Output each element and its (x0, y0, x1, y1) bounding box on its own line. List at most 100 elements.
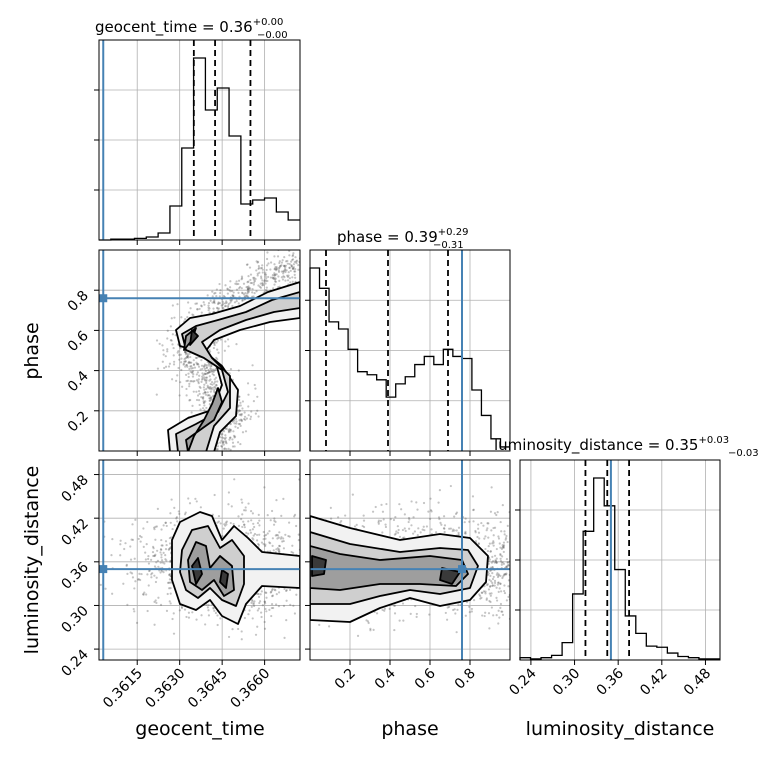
sample-point (200, 614, 203, 617)
sample-point (304, 264, 306, 266)
sample-point (146, 520, 149, 524)
sample-point (153, 554, 156, 558)
sample-point (254, 277, 257, 281)
sample-point (392, 518, 396, 522)
sample-point (388, 607, 391, 611)
y-tick-label: 0.30 (58, 603, 91, 636)
title-phase: phase = 0.39+0.29 −0.31 (337, 227, 468, 251)
sample-point (213, 369, 216, 372)
sample-point (502, 546, 505, 549)
sample-point (337, 252, 339, 254)
sample-point (286, 279, 290, 282)
sample-point (228, 428, 231, 431)
sample-point (380, 503, 383, 506)
sample-point (148, 569, 151, 573)
sample-point (490, 606, 493, 609)
sample-point (288, 266, 291, 270)
sample-point (407, 520, 410, 524)
title-sup: +0.03 (698, 435, 729, 446)
sample-point (493, 561, 496, 564)
sample-point (196, 371, 200, 374)
sample-point (275, 267, 278, 271)
sample-point (190, 411, 193, 414)
sample-point (215, 384, 218, 387)
sample-point (281, 540, 284, 543)
sample-point (244, 295, 247, 298)
sample-point (499, 582, 502, 585)
sample-point (237, 404, 240, 407)
sample-point (190, 361, 193, 364)
sample-point (297, 246, 299, 248)
sample-point (269, 261, 273, 264)
sample-point (479, 597, 482, 600)
sample-point (222, 436, 225, 440)
sample-point (478, 537, 481, 540)
sample-point (286, 275, 290, 279)
sample-point (210, 386, 213, 389)
sample-point (227, 429, 230, 432)
sample-point (267, 275, 270, 279)
sample-point (307, 242, 309, 244)
sample-point (209, 350, 212, 353)
sample-point (213, 493, 216, 497)
sample-point (161, 561, 164, 564)
sample-point (323, 246, 325, 248)
sample-point (195, 356, 198, 360)
sample-point (235, 343, 238, 346)
sample-point (165, 524, 168, 528)
sample-point (220, 436, 224, 439)
sample-point (171, 304, 174, 307)
sample-point (195, 361, 198, 364)
sample-point (226, 287, 229, 290)
sample-point (485, 597, 488, 600)
sample-point (137, 537, 140, 541)
sample-point (246, 263, 249, 266)
sample-point (189, 307, 192, 310)
sample-point (448, 527, 451, 530)
sample-point (438, 517, 441, 521)
sample-point (224, 524, 227, 527)
sample-point (126, 572, 129, 575)
sample-point (481, 614, 484, 617)
sample-point (189, 380, 192, 383)
sample-point (200, 396, 203, 399)
sample-point (225, 520, 229, 523)
sample-point (162, 551, 165, 554)
sample-point (247, 405, 250, 408)
sample-point (395, 530, 398, 533)
sample-point (206, 391, 209, 394)
sample-point (164, 365, 168, 368)
sample-point (278, 531, 281, 534)
sample-point (184, 365, 187, 368)
sample-point (230, 505, 233, 508)
sample-point (495, 513, 498, 517)
sample-point (297, 533, 300, 536)
sample-point (506, 540, 509, 544)
sample-point (180, 316, 183, 319)
sample-point (315, 264, 317, 266)
sample-point (205, 378, 208, 382)
sample-point (287, 274, 290, 277)
sample-point (207, 603, 210, 606)
sample-point (231, 294, 234, 297)
sample-point (258, 524, 261, 527)
sample-point (250, 605, 253, 608)
sample-point (190, 367, 193, 370)
sample-point (169, 521, 172, 524)
sample-point (176, 520, 179, 523)
sample-point (489, 594, 492, 597)
sample-point (505, 534, 508, 538)
sample-point (221, 440, 225, 444)
sample-point (279, 537, 282, 540)
sample-point (285, 589, 288, 592)
sample-point (493, 512, 497, 515)
sample-point (295, 259, 299, 262)
sample-point (246, 281, 249, 284)
sample-point (229, 521, 232, 525)
sample-point (227, 447, 230, 451)
sample-point (252, 602, 255, 605)
sample-point (196, 394, 200, 397)
sample-point (375, 612, 379, 615)
sample-point (216, 358, 219, 361)
sample-point (303, 255, 305, 257)
